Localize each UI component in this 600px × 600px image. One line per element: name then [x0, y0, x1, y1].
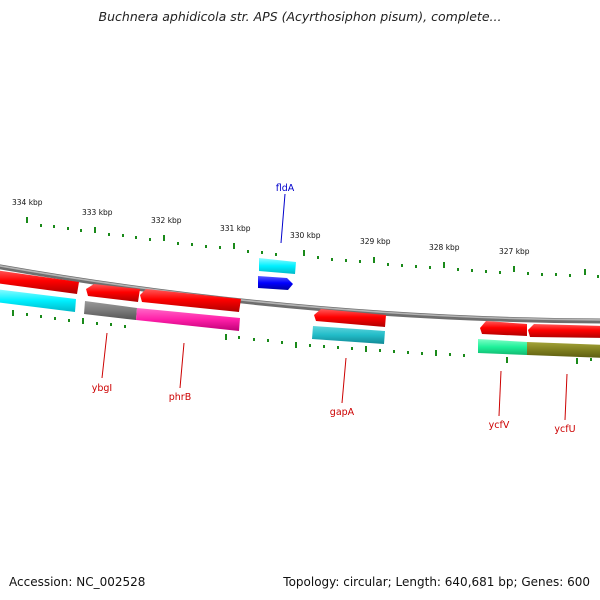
forward-strand-features [0, 258, 600, 338]
scale-label-334: 334 kbp [12, 198, 43, 207]
scale-label-332: 332 kbp [151, 216, 182, 225]
fldA-rna-box [259, 258, 296, 274]
forward-cds-ycfV-region [480, 321, 527, 336]
scale-label-333: 333 kbp [82, 208, 113, 217]
scale-label-330: 330 kbp [290, 231, 321, 240]
phrB-feature [136, 308, 240, 331]
forward-cds-left [0, 270, 79, 294]
forward-cds-phrB-region [140, 289, 241, 312]
upper-tick-scale [26, 217, 599, 278]
gene-label-gapA: gapA [330, 407, 355, 418]
lower-tick-scale [12, 310, 592, 364]
ycfU-leader-line [564, 373, 568, 421]
gene-label-fldA: fldA [276, 183, 295, 194]
map-title: Buchnera aphidicola str. APS (Acyrthosip… [98, 9, 502, 24]
gene-label-ycfU: ycfU [554, 424, 575, 435]
gene-labels: fldA ybgI phrB gapA ycfV ycfU [92, 183, 576, 435]
scale-label-328: 328 kbp [429, 243, 460, 252]
scale-label-331: 331 kbp [220, 224, 251, 233]
fldA-leader-line [280, 193, 286, 244]
ycfV-leader-line [498, 370, 502, 417]
gene-label-ycfV: ycfV [489, 420, 510, 431]
fldA-cds-arrow [258, 276, 293, 290]
genome-summary-text: Topology: circular; Length: 640,681 bp; … [283, 575, 590, 589]
label-leader-lines [101, 193, 568, 421]
genome-backbone [0, 264, 600, 324]
reverse-strand-features [0, 289, 600, 358]
ybgI-leader-line [101, 332, 108, 379]
forward-cds-ycfU-region [528, 324, 600, 338]
ybgI-feature [84, 301, 137, 320]
scale-labels: 334 kbp 333 kbp 332 kbp 331 kbp 330 kbp … [12, 198, 530, 256]
scale-label-327: 327 kbp [499, 247, 530, 256]
gene-label-phrB: phrB [169, 392, 191, 403]
scale-label-329: 329 kbp [360, 237, 391, 246]
phrB-leader-line [179, 342, 185, 389]
ycfV-feature [478, 339, 527, 355]
forward-cds-gapA-region [314, 309, 386, 327]
gapA-feature [312, 326, 385, 344]
gapA-leader-line [341, 357, 347, 404]
accession-text: Accession: NC_002528 [9, 575, 146, 589]
ycfU-feature [527, 342, 600, 358]
forward-cds-ybgI-region [86, 284, 140, 302]
reverse-rna-left [0, 289, 76, 312]
gene-label-ybgI: ybgI [92, 383, 112, 394]
